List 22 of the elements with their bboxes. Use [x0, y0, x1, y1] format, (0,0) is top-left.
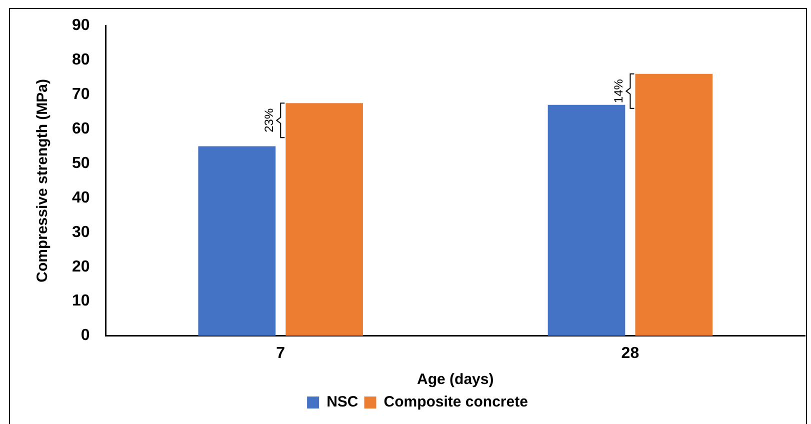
annotation: 14%	[612, 78, 626, 104]
y-tick-label: 40	[72, 189, 90, 206]
y-tick-label: 10	[72, 292, 90, 310]
x-tick-label: 28	[621, 344, 640, 362]
y-tick-label: 80	[72, 51, 90, 68]
bar	[548, 104, 626, 336]
bar	[198, 146, 276, 336]
x-axis-title: Age (days)	[417, 371, 494, 388]
annotation: 23%	[262, 108, 276, 132]
y-tick-label: 70	[72, 86, 90, 103]
bar	[635, 74, 713, 336]
y-tick-label: 0	[80, 327, 90, 344]
x-tick-label: 7	[276, 344, 286, 362]
y-tick-label: 60	[72, 120, 90, 138]
y-tick-label: 30	[72, 224, 90, 241]
y-tick-label: 50	[72, 154, 90, 172]
bar	[286, 103, 363, 336]
y-axis-title: Compressive strength (MPa)	[34, 79, 52, 282]
legend-label: NSC	[326, 394, 358, 411]
y-tick-label: 90	[72, 17, 90, 34]
y-tick-label: 20	[72, 258, 90, 276]
legend-label: Composite concrete	[384, 394, 528, 411]
